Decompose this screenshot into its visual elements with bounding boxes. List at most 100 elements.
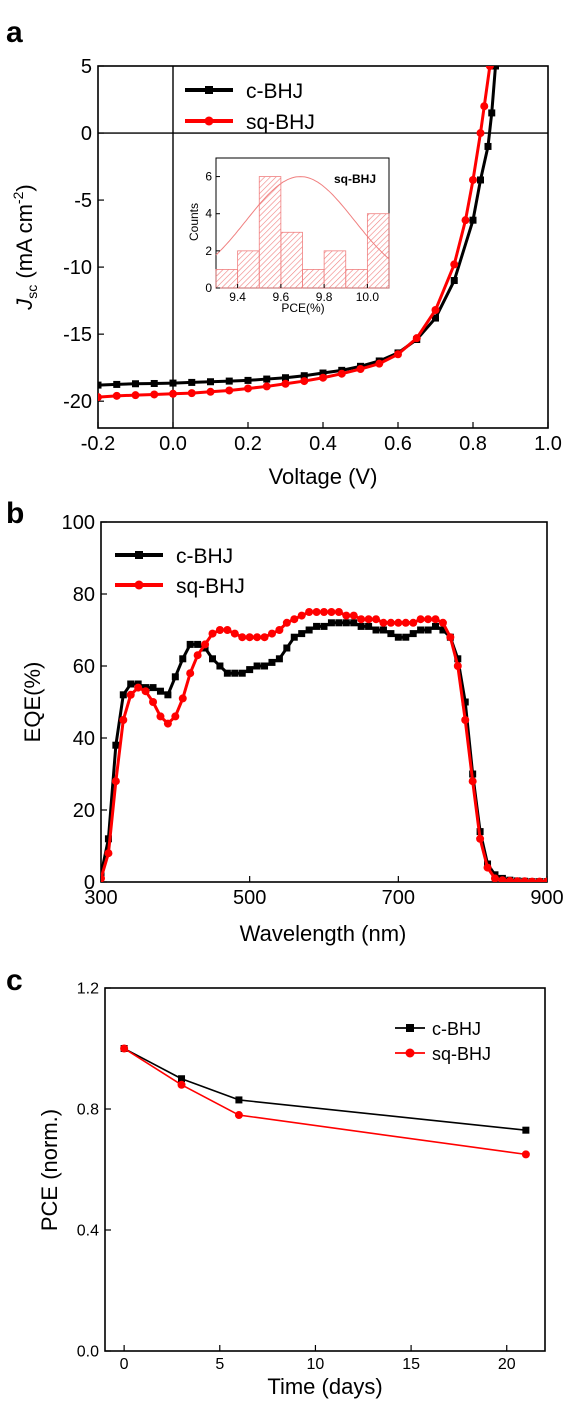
x-tick-label: -0.2 <box>81 433 115 455</box>
data-point <box>320 622 328 630</box>
data-point <box>234 1111 243 1120</box>
inset-y-tick-label: 4 <box>205 207 212 221</box>
data-point <box>149 698 158 706</box>
inset-x-tick-label: 9.6 <box>273 290 290 304</box>
data-point <box>409 630 417 638</box>
data-point <box>432 622 439 630</box>
data-point <box>290 633 298 641</box>
data-point <box>356 365 365 374</box>
series-sq-BHJ <box>101 608 547 882</box>
data-point <box>261 662 269 670</box>
data-point <box>337 369 346 378</box>
data-point <box>461 698 469 706</box>
data-point <box>461 216 470 225</box>
data-point <box>223 626 232 634</box>
y-tick-label: 5 <box>81 56 92 78</box>
legend-label-c-bhj: c-BHJ <box>246 80 303 103</box>
data-point <box>119 691 127 699</box>
x-tick-label: 300 <box>84 887 117 909</box>
data-point <box>364 615 373 624</box>
x-tick-label: 15 <box>402 1356 420 1373</box>
data-point <box>231 669 239 677</box>
data-point <box>112 391 121 400</box>
data-point <box>450 277 458 285</box>
data-point <box>483 863 492 872</box>
data-point <box>528 877 537 882</box>
x-tick-label: 10 <box>307 1356 325 1373</box>
histogram-bar <box>323 250 347 289</box>
inset-x-tick-label: 9.4 <box>229 290 246 304</box>
data-point <box>402 633 410 641</box>
data-point <box>379 618 388 627</box>
data-point <box>461 716 470 724</box>
inset-y-tick-label: 0 <box>205 281 212 295</box>
histogram-bar <box>215 269 239 289</box>
data-point <box>98 393 102 402</box>
inset-x-ticks: 9.4 9.6 9.8 10.0 <box>229 284 379 304</box>
legend-label-sq-bhj: sq-BHJ <box>246 111 315 134</box>
x-tick-label: 0 <box>120 1356 129 1373</box>
x-tick-label: 1.0 <box>534 433 562 455</box>
inset-title: sq-BHJ <box>334 172 376 186</box>
data-point <box>372 615 381 624</box>
data-point <box>305 626 313 634</box>
data-point <box>216 662 224 670</box>
data-point <box>476 834 485 843</box>
inset-x-tick-label: 10.0 <box>356 290 380 304</box>
panel-c-series <box>120 1044 530 1159</box>
data-point <box>141 687 150 696</box>
histogram-bar <box>345 269 368 289</box>
data-point <box>342 611 351 620</box>
data-point <box>238 633 247 642</box>
panel-a-legend: c-BHJ sq-BHJ <box>185 80 315 134</box>
legend-marker-c-bhj <box>406 1024 414 1032</box>
data-point <box>120 1044 129 1053</box>
panel-b-x-axis-label: Wavelength (nm) <box>240 921 407 946</box>
panel-c-legend: c-BHJ sq-BHJ <box>395 1019 491 1064</box>
panel-c-x-ticks: 0 5 10 15 20 <box>120 1345 516 1373</box>
panel-b-label: b <box>6 497 24 530</box>
data-point <box>372 626 380 634</box>
data-point <box>98 381 102 389</box>
y-tick-label: -10 <box>63 257 92 279</box>
data-point <box>365 622 373 630</box>
panel-a-inset-histogram: 9.4 9.6 9.8 10.0 0 2 4 6 sq-BHJ PCE(%) Counts <box>187 157 390 315</box>
inset-x-tick-label: 9.8 <box>316 290 333 304</box>
data-point <box>469 175 477 184</box>
data-point <box>485 66 494 70</box>
data-point <box>424 615 433 624</box>
data-point <box>164 691 172 699</box>
data-point <box>194 640 202 648</box>
panel-c-x-axis-label: Time (days) <box>267 1374 382 1399</box>
x-tick-label: 20 <box>498 1356 516 1373</box>
data-point <box>386 618 395 627</box>
x-tick-label: 0.8 <box>459 433 487 455</box>
data-point <box>104 849 113 858</box>
data-point <box>235 1096 243 1104</box>
data-point <box>178 1075 186 1083</box>
data-point <box>163 719 172 728</box>
data-point <box>379 626 387 634</box>
legend-label-c-bhj: c-BHJ <box>432 1019 481 1039</box>
data-point <box>225 377 233 385</box>
data-point <box>281 379 290 388</box>
data-point <box>469 216 477 224</box>
data-point <box>188 378 196 386</box>
data-point <box>267 629 276 638</box>
data-point <box>126 690 135 699</box>
y-tick-label: 20 <box>73 800 95 822</box>
data-point <box>394 633 402 641</box>
data-point <box>394 350 402 359</box>
data-point <box>132 380 139 388</box>
data-point <box>186 640 194 648</box>
inset-x-axis-label: PCE(%) <box>281 301 324 315</box>
panel-a-label: a <box>6 16 23 49</box>
data-point <box>244 376 252 384</box>
data-point <box>438 618 447 627</box>
panel-b-eqe-chart: b 300 500 700 900 0 20 40 60 80 100 c-BHJ sq-BHJ… <box>6 497 564 946</box>
data-point <box>439 626 447 634</box>
data-point <box>298 630 306 638</box>
data-point <box>319 369 327 377</box>
data-point <box>238 669 246 677</box>
data-point <box>207 378 214 386</box>
